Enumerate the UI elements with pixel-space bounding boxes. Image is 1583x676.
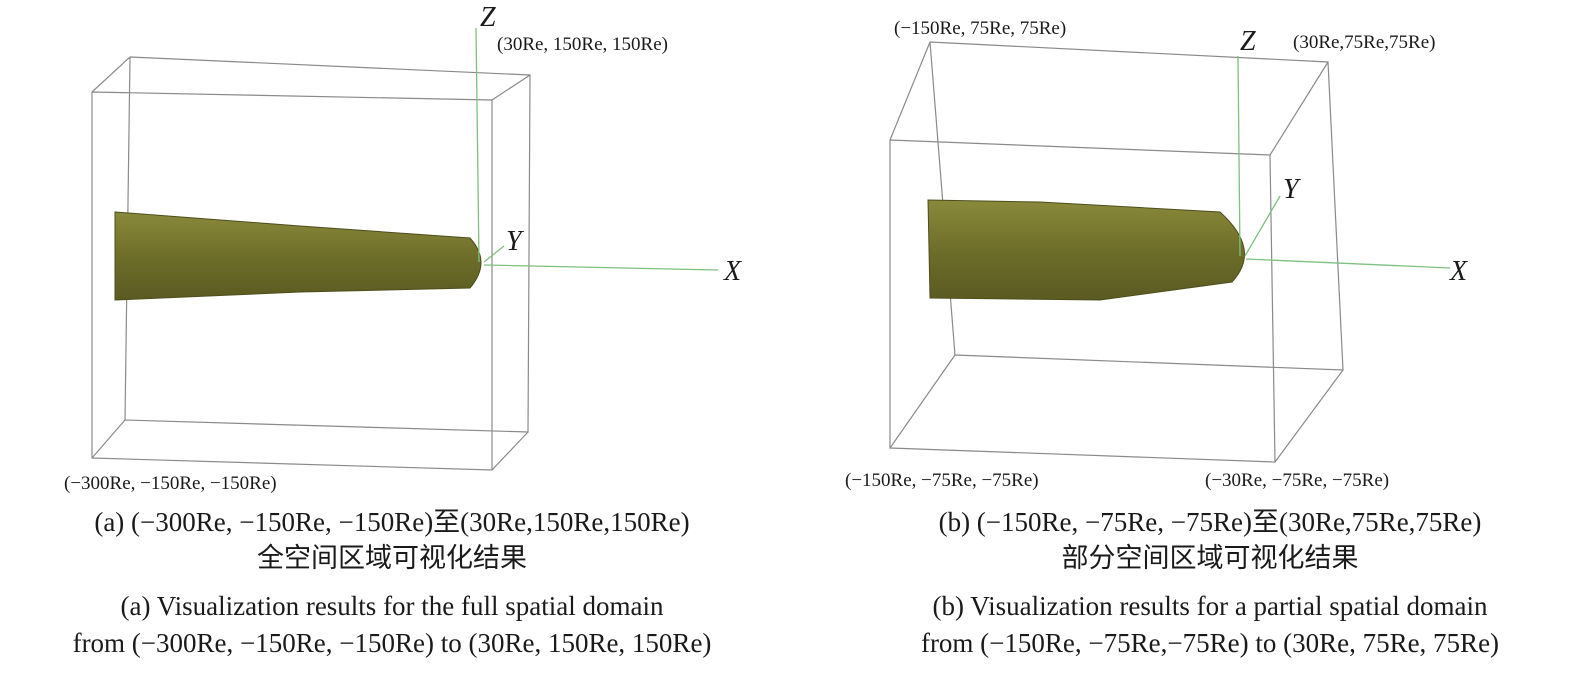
y-label: Y	[1283, 174, 1302, 205]
corner-label: (−150Re, −75Re, −75Re)	[845, 470, 1039, 491]
z-axis	[1237, 55, 1241, 257]
box-front	[889, 139, 1276, 463]
box-edge	[889, 41, 931, 141]
caption: (a) Visualization results for the full s…	[121, 591, 664, 621]
y-axis	[483, 245, 505, 263]
y-axis	[1244, 195, 1281, 257]
x-axis	[1245, 258, 1451, 269]
z-axis	[475, 27, 480, 263]
y-label: Y	[506, 226, 525, 257]
corner-label: (−300Re, −150Re, −150Re)	[64, 473, 277, 494]
corner-label: (30Re,75Re,75Re)	[1293, 32, 1435, 53]
x-label: X	[723, 256, 742, 287]
box-edge	[1274, 369, 1344, 463]
caption: from (−150Re, −75Re,−75Re) to (30Re, 75R…	[921, 628, 1499, 658]
box-edge	[491, 74, 531, 101]
box-edge	[91, 56, 131, 93]
caption: 部分空间区域可视化结果	[1062, 543, 1359, 573]
plume	[927, 199, 1245, 301]
caption: (b) Visualization results for a partial …	[933, 591, 1488, 621]
box-edge	[91, 419, 126, 459]
z-label: Z	[1240, 26, 1256, 57]
z-label: Z	[480, 2, 496, 33]
caption: 全空间区域可视化结果	[257, 543, 527, 573]
caption: (a) (−300Re, −150Re, −150Re)至(30Re,150Re…	[94, 507, 689, 537]
caption: from (−300Re, −150Re, −150Re) to (30Re, …	[73, 628, 712, 658]
corner-label: (−30Re, −75Re, −75Re)	[1205, 470, 1389, 491]
x-axis	[483, 264, 719, 271]
corner-label: (30Re, 150Re, 150Re)	[497, 34, 668, 55]
box-edge	[1269, 61, 1329, 156]
plume	[114, 211, 482, 301]
x-label: X	[1449, 256, 1468, 287]
corner-label: (−150Re, 75Re, 75Re)	[894, 18, 1066, 39]
caption: (b) (−150Re, −75Re, −75Re)至(30Re,75Re,75…	[939, 507, 1482, 537]
box-edge	[889, 354, 956, 449]
panel-a: Z Y X (30Re, 150Re, 150Re) (−300Re, −150…	[64, 2, 742, 658]
panel-b: Z Y X (−150Re, 75Re, 75Re) (30Re,75Re,75…	[845, 18, 1499, 658]
box-edge	[491, 431, 529, 471]
